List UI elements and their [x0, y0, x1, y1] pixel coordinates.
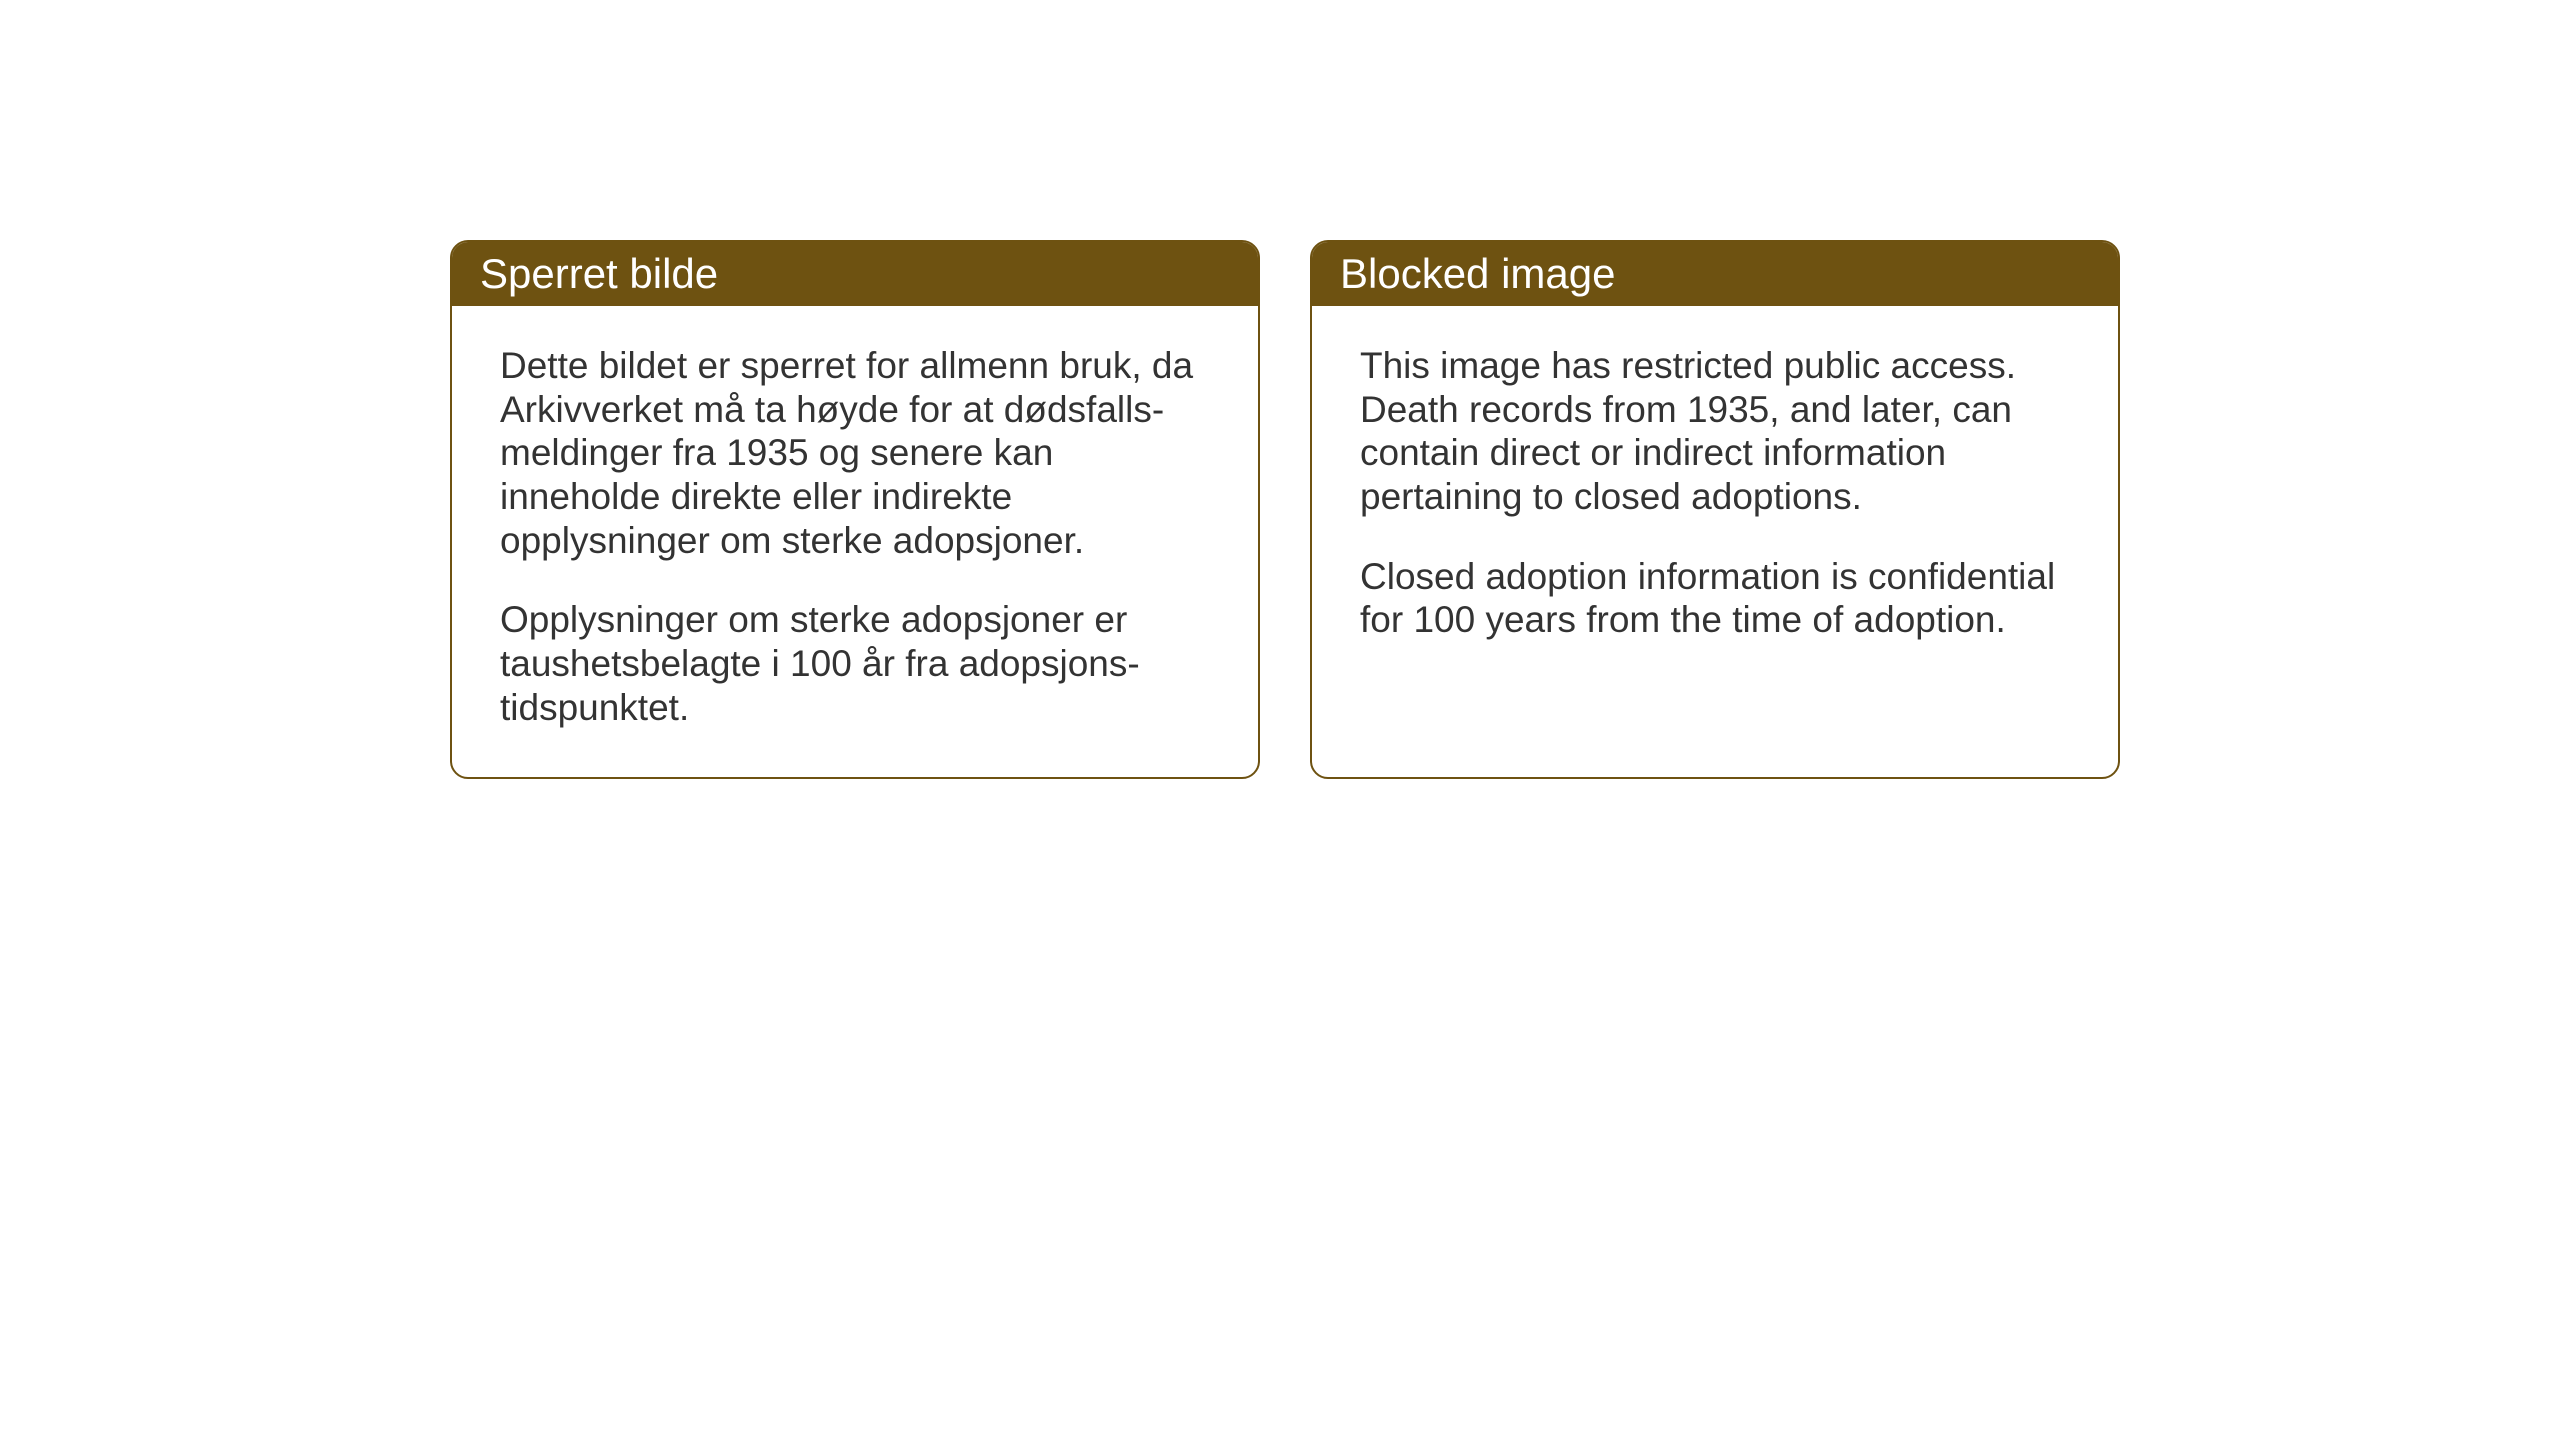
card-body-english: This image has restricted public access.… — [1312, 306, 2118, 690]
card-header-english: Blocked image — [1312, 242, 2118, 306]
notice-paragraph-2-en: Closed adoption information is confident… — [1360, 555, 2070, 642]
notice-paragraph-2-no: Opplysninger om sterke adopsjoner er tau… — [500, 598, 1210, 729]
card-body-norwegian: Dette bildet er sperret for allmenn bruk… — [452, 306, 1258, 777]
notice-card-english: Blocked image This image has restricted … — [1310, 240, 2120, 779]
card-header-norwegian: Sperret bilde — [452, 242, 1258, 306]
notice-container: Sperret bilde Dette bildet er sperret fo… — [450, 240, 2120, 779]
notice-card-norwegian: Sperret bilde Dette bildet er sperret fo… — [450, 240, 1260, 779]
notice-paragraph-1-en: This image has restricted public access.… — [1360, 344, 2070, 519]
notice-paragraph-1-no: Dette bildet er sperret for allmenn bruk… — [500, 344, 1210, 562]
